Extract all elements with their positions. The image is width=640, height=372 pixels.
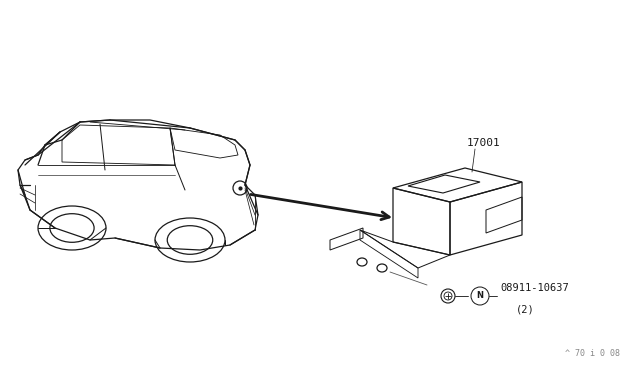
Text: N: N <box>477 292 483 301</box>
Text: 08911-10637: 08911-10637 <box>500 283 569 293</box>
Text: 17001: 17001 <box>467 138 500 148</box>
Text: ^ 70 i 0 08: ^ 70 i 0 08 <box>565 349 620 358</box>
Text: (2): (2) <box>516 304 535 314</box>
